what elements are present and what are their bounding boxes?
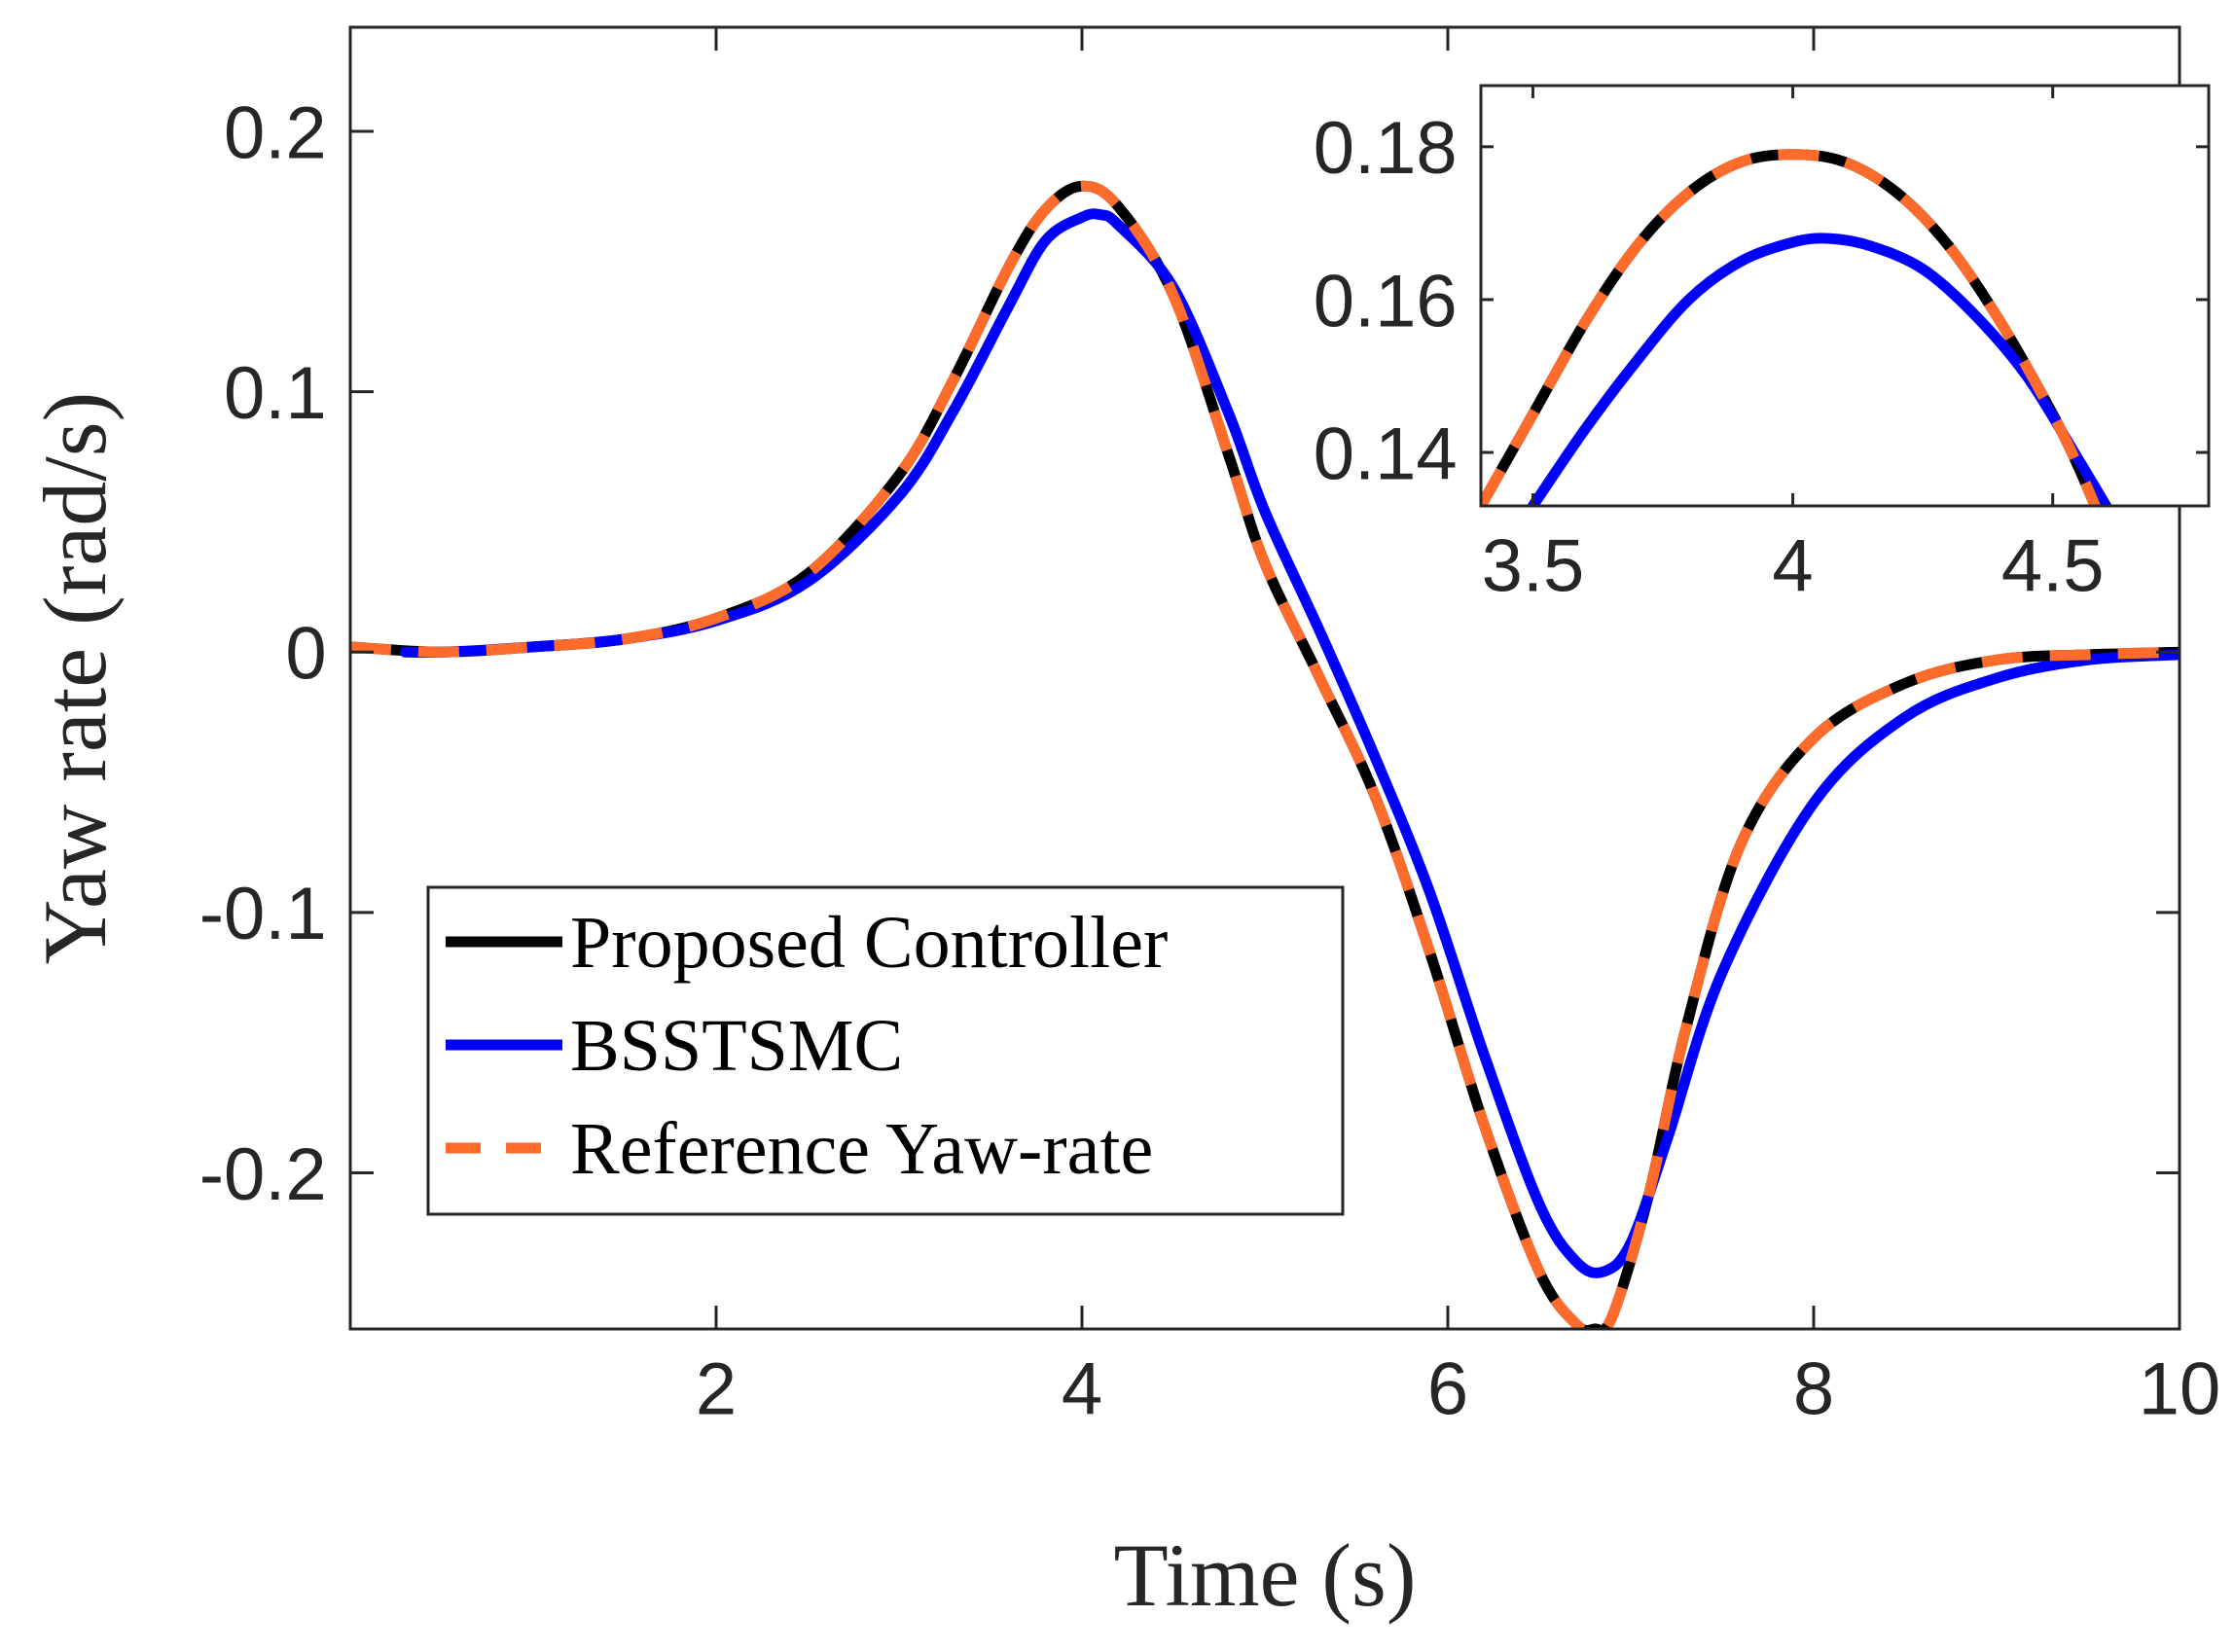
main-x-tick-label: 8: [1793, 1347, 1834, 1430]
inset-y-tick-label: 0.16: [1314, 260, 1458, 342]
x-axis-label: Time (s): [1114, 1526, 1417, 1625]
main-y-tick-label: -0.1: [199, 873, 327, 955]
inset-y-tick-label: 0.18: [1314, 107, 1458, 190]
main-x-tick-label: 4: [1062, 1347, 1102, 1430]
main-y-tick-label: 0.1: [224, 352, 327, 435]
main-x-tick-label: 2: [696, 1347, 737, 1430]
inset-axes-box: [1479, 84, 2211, 508]
inset-x-tick-label: 4.5: [2001, 524, 2105, 607]
main-y-tick-label: 0: [285, 613, 326, 696]
main-y-tick-label: 0.2: [224, 91, 327, 174]
inset-x-tick-label: 3.5: [1482, 524, 1585, 607]
main-series-reference-yaw-rate: [350, 180, 2180, 1329]
main-x-tick-label: 10: [2139, 1347, 2221, 1430]
inset-series-reference-yaw-rate: [1481, 149, 2102, 506]
inset-plot-area: [1481, 86, 2209, 506]
main-y-tick-label: -0.2: [199, 1133, 327, 1216]
inset-y-tick-label: 0.14: [1314, 413, 1458, 495]
inset-x-tick-label: 4: [1772, 524, 1813, 607]
main-x-tick-label: 6: [1427, 1347, 1468, 1430]
legend-box: [426, 885, 1345, 1216]
legend-label-proposed-controller: Proposed Controller: [570, 902, 1168, 984]
main-series-bsstsmc: [399, 208, 2180, 1278]
y-axis-label: Yaw rate (rad/s): [25, 392, 125, 964]
legend-label-bsstsmc: BSSTSMC: [570, 1005, 903, 1087]
main-axes-box: [348, 25, 2181, 1331]
inset-plot: 3.5 4 4.5 0.14 0.16 0.18: [1314, 84, 2211, 607]
legend-label-reference-yaw-rate: Reference Yaw-rate: [570, 1108, 1153, 1190]
legend: Proposed Controller BSSTSMC Reference Yaw-…: [426, 885, 1345, 1216]
